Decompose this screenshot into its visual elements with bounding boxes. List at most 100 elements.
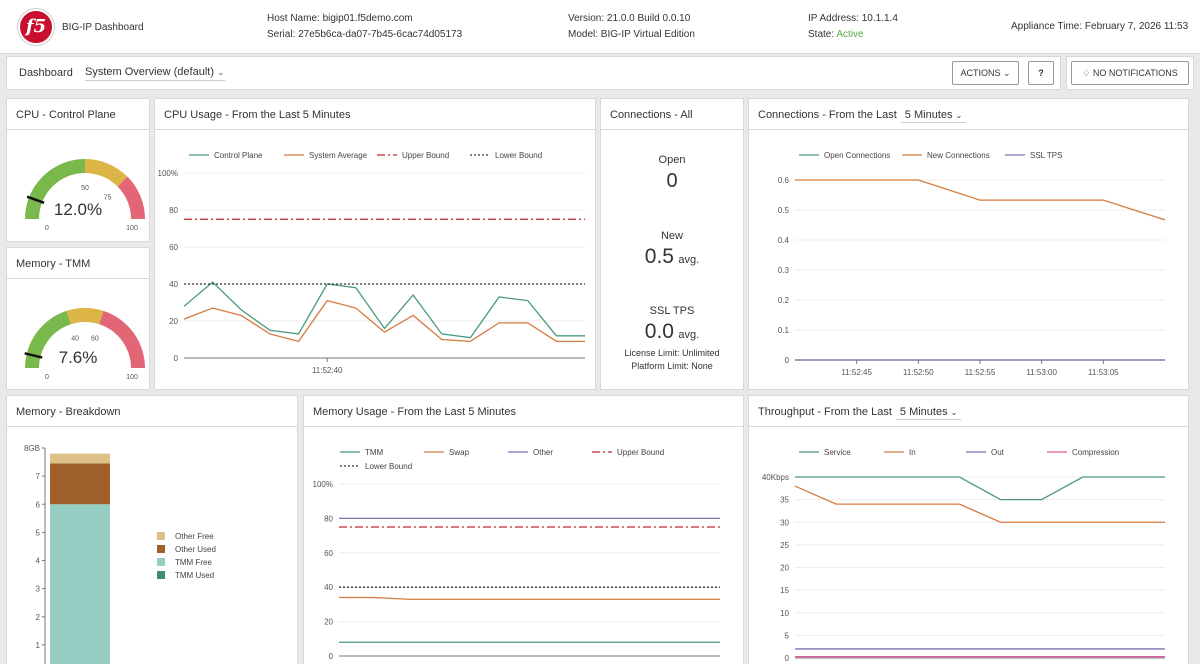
x-tick-label: 11:53:00 [1026, 368, 1057, 377]
serial-number: Serial: 27e5b6ca-da07-7b45-6cac74d05173 [267, 29, 463, 40]
chevron-down-icon: ⌄ [217, 67, 225, 77]
y-tick-label: 0 [329, 652, 334, 661]
x-tick-label: 11:52:40 [312, 366, 343, 375]
y-tick-label: 40 [169, 280, 178, 289]
legend-label: Service [824, 448, 851, 457]
memory-tmm-panel: Memory - TMM 0 40 60 100 7.6% [6, 247, 150, 390]
time-range-select[interactable]: 5 Minutes ⌄ [895, 406, 962, 420]
legend-label: Other Used [175, 545, 216, 554]
gauge-segment-red [99, 310, 145, 368]
ssl-unit: avg. [678, 329, 700, 341]
bar-segment-other-used [50, 463, 110, 505]
legend-swatch [157, 545, 165, 553]
y-tick-label: 0.5 [778, 206, 790, 215]
gauge-value: 7.6% [59, 348, 98, 367]
appliance-time: Appliance Time: February 7, 2026 11:53 [1011, 21, 1189, 32]
legend-label: System Average [309, 151, 368, 160]
notifications-button[interactable]: ♢ NO NOTIFICATIONS [1071, 61, 1189, 85]
bar-segment-other-free [50, 453, 110, 464]
connections-all-panel: Connections - All Open 0 New 0.5 avg. SS… [600, 98, 744, 390]
y-tick-label: 8GB [24, 444, 40, 453]
device-state: State: Active [808, 27, 864, 43]
y-tick-label: 40 [324, 583, 333, 592]
legend-label: Upper Bound [617, 448, 664, 457]
time-range-select[interactable]: 5 Minutes ⌄ [900, 109, 967, 123]
series-line-in [794, 485, 1165, 523]
legend-label: SSL TPS [1030, 151, 1062, 160]
dashboard-select[interactable]: System Overview (default) ⌄ [85, 66, 225, 81]
f5-logo[interactable]: f5 [18, 9, 54, 45]
y-tick-label: 30 [780, 518, 789, 527]
legend-swatch [157, 558, 165, 566]
gauge-segment-yellow [85, 159, 128, 187]
y-tick-label: 1 [36, 641, 41, 650]
throughput-chart: 0 5 10 15 20 25 30 35 40Kbps Service In Out Compress… [762, 448, 1165, 663]
series-line-service [795, 476, 1165, 501]
legend-label: New Connections [927, 151, 990, 160]
y-tick-label: 3 [36, 585, 41, 594]
open-label: Open [658, 154, 686, 166]
dashboard-label: Dashboard [19, 67, 73, 79]
y-tick-label: 60 [169, 243, 178, 252]
y-tick-label: 7 [36, 472, 41, 481]
chevron-down-icon: ⌄ [1002, 68, 1011, 78]
legend-label: Lower Bound [495, 151, 542, 160]
y-tick-label: 10 [780, 609, 789, 618]
time-range-value: 5 Minutes [904, 109, 953, 121]
state-label: State: [808, 29, 835, 40]
app-title: BIG-IP Dashboard [62, 22, 144, 33]
y-tick-label: 100% [313, 480, 333, 489]
x-tick-label: 11:52:50 [903, 368, 934, 377]
y-tick-label: 0.2 [778, 296, 790, 305]
ssl-value-row: 0.0 avg. [601, 320, 743, 344]
y-tick-label: 25 [780, 541, 789, 550]
legend-label: Swap [449, 448, 470, 457]
legend-label: TMM [365, 448, 384, 457]
gauge-tick-label: 0 [45, 374, 49, 381]
model-info: Model: BIG-IP Virtual Edition [568, 29, 695, 40]
legend-label: Out [991, 448, 1005, 457]
legend-label: In [909, 448, 916, 457]
dashboard-toolbar: Dashboard System Overview (default) ⌄ AC… [6, 56, 1061, 90]
y-tick-label: 0 [785, 356, 790, 365]
memory-breakdown-panel: Memory - Breakdown 1 2 3 4 5 6 7 8GB Other Free O… [6, 395, 298, 664]
legend-swatch [157, 532, 165, 540]
panel-title-text: Throughput - From the Last [758, 406, 892, 418]
top-header: f5 BIG-IP Dashboard Host Name: bigip01.f… [0, 0, 1200, 54]
gauge-tick-label: 50 [81, 185, 89, 192]
series-line-system-average [183, 299, 585, 343]
gauge-segment-red [117, 176, 145, 219]
host-name: Host Name: bigip01.f5demo.com [267, 13, 413, 24]
memory-usage-chart: 0 20 40 60 80 100% TMM Swap Other Upper Bound Lowe… [313, 448, 720, 661]
y-tick-label: 100% [158, 169, 178, 178]
time-range-value: 5 Minutes [899, 406, 948, 418]
memory-gauge: 0 40 60 100 7.6% [24, 308, 145, 381]
legend-label: Compression [1072, 448, 1119, 457]
actions-button[interactable]: ACTIONS ⌄ [952, 61, 1019, 85]
y-tick-label: 60 [324, 549, 333, 558]
gauge-tick-label: 100 [126, 225, 138, 232]
panel-title: CPU Usage - From the Last 5 Minutes [155, 99, 595, 130]
panel-title-text: Connections - From the Last [758, 109, 897, 121]
connections-chart: 0 0.1 0.2 0.3 0.4 0.5 0.6 11:52:45 11:52:50 11:52… [778, 151, 1166, 377]
gauge-tick-label: 60 [91, 336, 99, 343]
panel-title: Memory - TMM [7, 248, 149, 279]
memory-breakdown-chart: 1 2 3 4 5 6 7 8GB Other Free Other Used TMM Free TM… [24, 444, 216, 664]
y-tick-label: 6 [36, 500, 41, 509]
panel-title: Memory Usage - From the Last 5 Minutes [304, 396, 743, 427]
chevron-down-icon: ⌄ [950, 408, 958, 417]
bar-segment-tmm-free [50, 504, 110, 664]
license-limit: License Limit: Unlimited [624, 348, 720, 358]
series-line-swap [339, 596, 720, 600]
gauge-tick-label: 0 [45, 225, 49, 232]
gauge-segment-green [25, 159, 85, 219]
x-tick-label: 11:52:45 [841, 368, 872, 377]
ssl-label: SSL TPS [649, 305, 695, 317]
legend-label: TMM Free [175, 558, 212, 567]
y-tick-label: 20 [169, 317, 178, 326]
panel-title: Connections - All [601, 99, 743, 130]
gauge-tick-label: 40 [71, 336, 79, 343]
new-unit: avg. [678, 254, 700, 266]
help-button[interactable]: ? [1028, 61, 1054, 85]
